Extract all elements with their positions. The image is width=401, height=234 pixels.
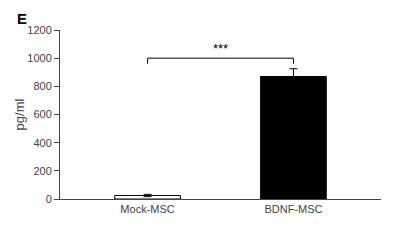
svg-text:1000: 1000 — [27, 52, 51, 64]
svg-text:400: 400 — [33, 137, 51, 149]
svg-text:Mock-MSC: Mock-MSC — [120, 203, 174, 215]
svg-text:200: 200 — [33, 165, 51, 177]
svg-text:1200: 1200 — [27, 24, 51, 36]
svg-text:800: 800 — [33, 80, 51, 92]
svg-text:BDNF-MSC: BDNF-MSC — [264, 203, 322, 215]
svg-text:0: 0 — [46, 193, 52, 205]
svg-text:E: E — [17, 10, 27, 27]
svg-text:600: 600 — [33, 108, 51, 120]
svg-text:pg/ml: pg/ml — [12, 98, 27, 130]
svg-text:***: *** — [213, 41, 228, 56]
